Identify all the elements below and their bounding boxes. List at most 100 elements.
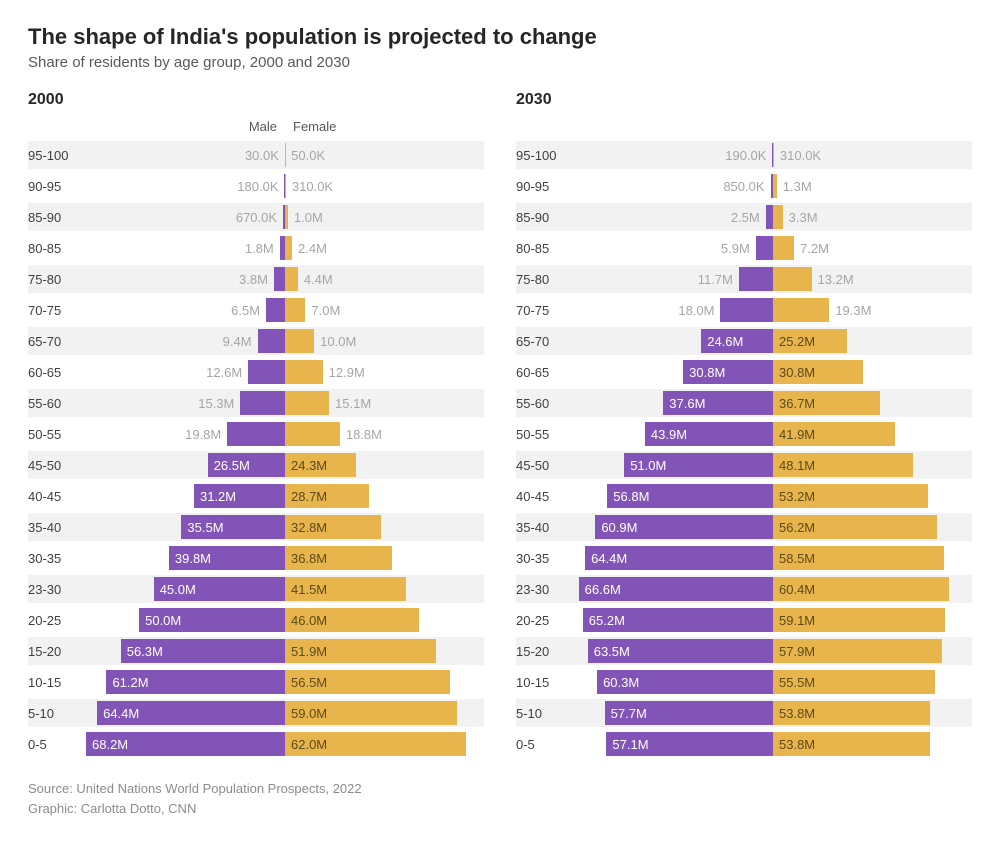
female-half: 36.7M xyxy=(773,391,972,415)
age-label: 23-30 xyxy=(28,582,86,597)
female-bar xyxy=(773,267,812,291)
female-bar: 53.2M xyxy=(773,484,928,508)
female-bar: 41.9M xyxy=(773,422,895,446)
female-half: 28.7M xyxy=(285,484,484,508)
pyramid-row: 50-5543.9M41.9M xyxy=(516,420,972,448)
male-bar: 64.4M xyxy=(585,546,773,570)
pyramid-row: 5-1057.7M53.8M xyxy=(516,699,972,727)
pyramid-row: 80-851.8M2.4M xyxy=(28,234,484,262)
pyramid-row: 90-95850.0K1.3M xyxy=(516,172,972,200)
graphic-credit: Graphic: Carlotta Dotto, CNN xyxy=(28,799,972,819)
male-bar xyxy=(240,391,285,415)
female-half: 56.2M xyxy=(773,515,972,539)
female-half: 310.0K xyxy=(285,174,484,198)
male-bar: 45.0M xyxy=(154,577,285,601)
male-value: 12.6M xyxy=(200,365,248,380)
male-value: 1.8M xyxy=(239,241,280,256)
male-half: 66.6M xyxy=(574,577,773,601)
male-bar: 43.9M xyxy=(645,422,773,446)
female-half: 57.9M xyxy=(773,639,972,663)
female-value: 56.5M xyxy=(285,675,333,690)
pyramid-row: 45-5051.0M48.1M xyxy=(516,451,972,479)
pyramid-row: 85-902.5M3.3M xyxy=(516,203,972,231)
pyramid-row: 20-2550.0M46.0M xyxy=(28,606,484,634)
male-value: 43.9M xyxy=(645,427,693,442)
female-half: 24.3M xyxy=(285,453,484,477)
pyramid-row: 10-1560.3M55.5M xyxy=(516,668,972,696)
legend-female xyxy=(773,119,972,137)
female-half: 41.9M xyxy=(773,422,972,446)
female-bar: 53.8M xyxy=(773,701,930,725)
female-bar: 25.2M xyxy=(773,329,847,353)
female-bar: 36.8M xyxy=(285,546,392,570)
male-half: 51.0M xyxy=(574,453,773,477)
male-bar xyxy=(720,298,773,322)
female-half: 2.4M xyxy=(285,236,484,260)
female-half: 41.5M xyxy=(285,577,484,601)
age-label: 90-95 xyxy=(28,179,86,194)
male-half: 45.0M xyxy=(86,577,285,601)
pyramid-row: 20-2565.2M59.1M xyxy=(516,606,972,634)
female-half: 7.0M xyxy=(285,298,484,322)
female-bar: 55.5M xyxy=(773,670,935,694)
age-label: 90-95 xyxy=(516,179,574,194)
age-label: 0-5 xyxy=(28,737,86,752)
male-value: 57.7M xyxy=(605,706,653,721)
age-label: 0-5 xyxy=(516,737,574,752)
male-value: 63.5M xyxy=(588,644,636,659)
female-half: 310.0K xyxy=(773,143,972,167)
male-value: 2.5M xyxy=(725,210,766,225)
female-value: 19.3M xyxy=(829,303,877,318)
male-value: 26.5M xyxy=(208,458,256,473)
male-value: 50.0M xyxy=(139,613,187,628)
female-half: 53.8M xyxy=(773,732,972,756)
female-value: 59.1M xyxy=(773,613,821,628)
male-value: 56.8M xyxy=(607,489,655,504)
age-label: 55-60 xyxy=(516,396,574,411)
male-half: 35.5M xyxy=(86,515,285,539)
age-label: 35-40 xyxy=(28,520,86,535)
age-label: 15-20 xyxy=(516,644,574,659)
male-value: 190.0K xyxy=(719,148,772,163)
male-bar: 63.5M xyxy=(588,639,773,663)
male-half: 18.0M xyxy=(574,298,773,322)
age-label: 45-50 xyxy=(28,458,86,473)
female-bar: 48.1M xyxy=(773,453,913,477)
pyramid-row: 55-6015.3M15.1M xyxy=(28,389,484,417)
female-bar: 59.0M xyxy=(285,701,457,725)
female-value: 30.8M xyxy=(773,365,821,380)
pyramid-row: 90-95180.0K310.0K xyxy=(28,172,484,200)
male-half: 60.9M xyxy=(574,515,773,539)
male-half: 61.2M xyxy=(86,670,285,694)
female-value: 48.1M xyxy=(773,458,821,473)
male-half: 11.7M xyxy=(574,267,773,291)
male-value: 35.5M xyxy=(181,520,229,535)
male-bar: 66.6M xyxy=(579,577,773,601)
pyramid-row: 85-90670.0K1.0M xyxy=(28,203,484,231)
age-label: 75-80 xyxy=(516,272,574,287)
male-half: 19.8M xyxy=(86,422,285,446)
pyramid-row: 70-756.5M7.0M xyxy=(28,296,484,324)
female-value: 4.4M xyxy=(298,272,339,287)
female-value: 36.7M xyxy=(773,396,821,411)
female-bar xyxy=(773,298,829,322)
female-bar: 32.8M xyxy=(285,515,381,539)
age-label: 55-60 xyxy=(28,396,86,411)
female-bar xyxy=(285,422,340,446)
male-bar: 64.4M xyxy=(97,701,285,725)
age-label: 5-10 xyxy=(28,706,86,721)
female-value: 53.8M xyxy=(773,737,821,752)
age-label: 35-40 xyxy=(516,520,574,535)
chart-subtitle: Share of residents by age group, 2000 an… xyxy=(28,54,972,71)
female-bar: 46.0M xyxy=(285,608,419,632)
female-value: 56.2M xyxy=(773,520,821,535)
male-value: 24.6M xyxy=(701,334,749,349)
female-half: 50.0K xyxy=(285,143,484,167)
female-value: 60.4M xyxy=(773,582,821,597)
male-bar xyxy=(274,267,285,291)
age-label: 40-45 xyxy=(516,489,574,504)
pyramid-row: 60-6530.8M30.8M xyxy=(516,358,972,386)
male-value: 11.7M xyxy=(692,272,739,287)
male-value: 37.6M xyxy=(663,396,711,411)
male-half: 39.8M xyxy=(86,546,285,570)
